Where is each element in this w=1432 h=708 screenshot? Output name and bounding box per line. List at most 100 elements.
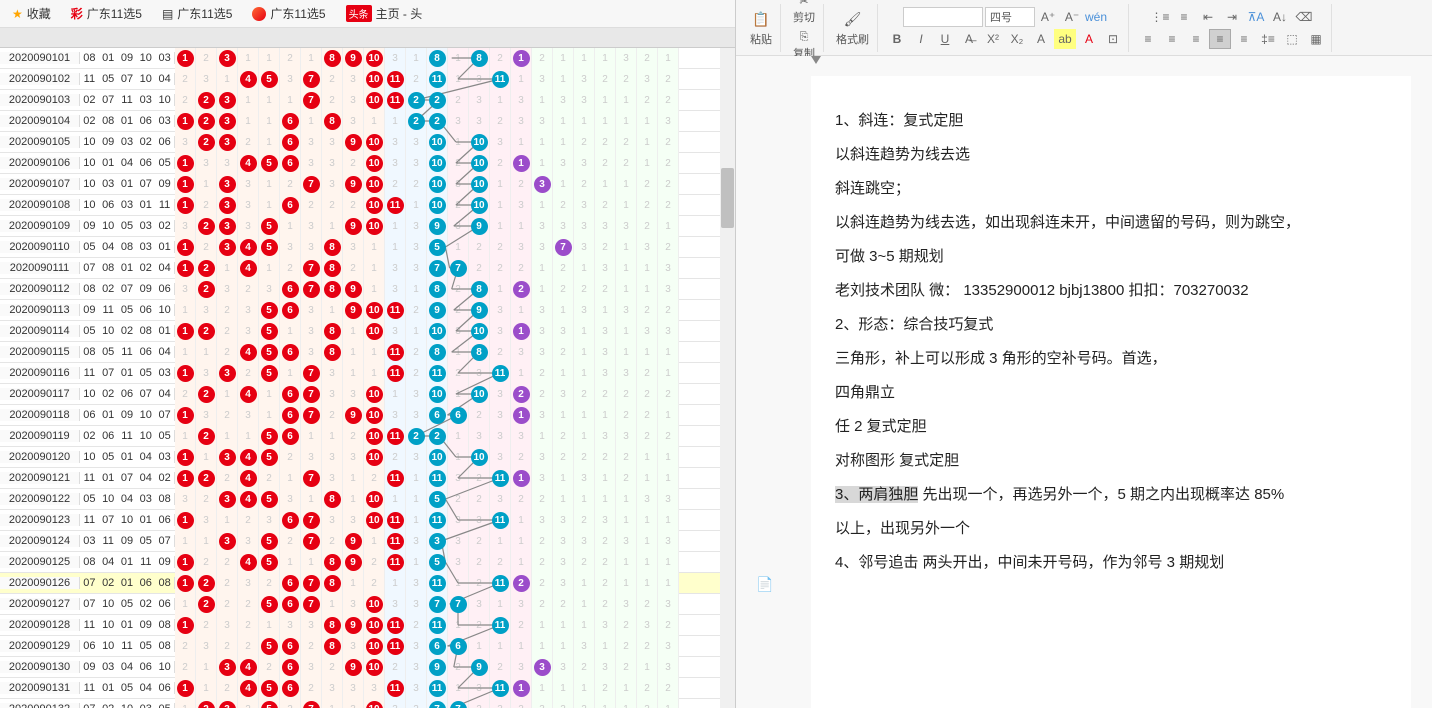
- text-direction-button[interactable]: ⊼A: [1245, 7, 1267, 27]
- trend-cell: 3: [490, 405, 511, 426]
- ruler-indent-marker[interactable]: [811, 56, 821, 68]
- trend-cell: 1: [511, 300, 532, 321]
- trend-cell: 2: [196, 111, 217, 132]
- period-cell: 2020090103: [0, 94, 80, 106]
- tab-favorites[interactable]: ★收藏: [6, 3, 57, 24]
- decrease-font-button[interactable]: A⁻: [1061, 7, 1083, 27]
- text-effect-button[interactable]: A: [1030, 29, 1052, 49]
- font-color-button[interactable]: A: [1078, 29, 1100, 49]
- trend-cell: 1: [406, 195, 427, 216]
- trend-cell: 3: [196, 300, 217, 321]
- italic-button[interactable]: I: [910, 29, 932, 49]
- doc-paragraph[interactable]: 对称图形 复式定胆: [835, 446, 1387, 476]
- trend-cell: 2: [406, 90, 427, 111]
- doc-paragraph[interactable]: 2、形态：综合技巧复式: [835, 310, 1387, 340]
- sort-button[interactable]: A↓: [1269, 7, 1291, 27]
- document-page[interactable]: 1、斜连：复式定胆以斜连趋势为线去选斜连跳空； 以斜连趋势为线去选，如出现斜连未开…: [811, 76, 1411, 708]
- doc-paragraph[interactable]: 任 2 复式定胆: [835, 412, 1387, 442]
- font-size-select[interactable]: 四号: [985, 7, 1035, 27]
- period-cell: 2020090110: [0, 241, 80, 253]
- trend-cell: 4: [238, 552, 259, 573]
- cut-button[interactable]: ✂剪切: [789, 0, 819, 27]
- tab-gd115-3[interactable]: 广东11选5: [246, 3, 331, 24]
- align-center-button[interactable]: ≡: [1161, 29, 1183, 49]
- trend-cell: 1: [637, 531, 658, 552]
- phonetic-button[interactable]: wén: [1085, 7, 1107, 27]
- trend-cell: 1: [637, 657, 658, 678]
- font-family-select[interactable]: [903, 7, 983, 27]
- trend-cells: 1124563811112818233213111: [175, 342, 735, 363]
- indent-inc-button[interactable]: ⇥: [1221, 7, 1243, 27]
- trend-cell: 1: [448, 573, 469, 594]
- trend-cell: 2: [637, 300, 658, 321]
- tab-home[interactable]: 头条主页 - 头: [340, 3, 429, 24]
- doc-paragraph[interactable]: 以斜连趋势为线去选: [835, 140, 1387, 170]
- trend-cell: 7: [301, 258, 322, 279]
- doc-paragraph[interactable]: 1、斜连：复式定胆: [835, 106, 1387, 136]
- trend-cell: 2: [196, 258, 217, 279]
- align-justify-button[interactable]: ≡: [1209, 29, 1231, 49]
- tab-gd115-1[interactable]: 彩广东11选5: [65, 3, 148, 24]
- trend-cell: 3: [511, 594, 532, 615]
- trend-cell: 1: [448, 48, 469, 69]
- bold-button[interactable]: B: [886, 29, 908, 49]
- draw-numbers: 0805110604: [80, 346, 175, 358]
- trend-cell: 3: [574, 300, 595, 321]
- trend-cell: 2: [637, 426, 658, 447]
- border-button[interactable]: ▦: [1305, 29, 1327, 49]
- trend-cell: 2: [574, 510, 595, 531]
- highlight-button[interactable]: ab: [1054, 29, 1076, 49]
- ribbon-toolbar: 📋粘贴 ✂剪切 ⎘复制 🖌格式刷 四号 A⁺ A⁻ wén B I: [736, 0, 1432, 56]
- shading-button[interactable]: ⬚: [1281, 29, 1303, 49]
- trend-cell: 2: [511, 384, 532, 405]
- subscript-button[interactable]: X₂: [1006, 29, 1028, 49]
- align-right-button[interactable]: ≡: [1185, 29, 1207, 49]
- bullets-button[interactable]: ⋮≡: [1149, 7, 1171, 27]
- doc-paragraph[interactable]: 三角形，补上可以形成 3 角形的空补号码。首选，: [835, 344, 1387, 374]
- doc-paragraph[interactable]: 3、两肩独胆 先出现一个，再选另外一个，5 期之内出现概率达 85%: [835, 480, 1387, 510]
- trend-cell: 11: [490, 363, 511, 384]
- trend-cell: 9: [343, 48, 364, 69]
- line-spacing-button[interactable]: ‡≡: [1257, 29, 1279, 49]
- doc-paragraph[interactable]: 4、邻号追击 两头开出，中间未开号码，作为邻号 3 期规划: [835, 548, 1387, 578]
- trend-cell: 2: [406, 363, 427, 384]
- superscript-button[interactable]: X²: [982, 29, 1004, 49]
- trend-cell: 3: [574, 237, 595, 258]
- doc-paragraph[interactable]: 斜连跳空；: [835, 174, 1387, 204]
- trend-cell: 7: [301, 594, 322, 615]
- strike-button[interactable]: A̶: [958, 29, 980, 49]
- align-distribute-button[interactable]: ≡: [1233, 29, 1255, 49]
- numbering-button[interactable]: ≡: [1173, 7, 1195, 27]
- indent-dec-button[interactable]: ⇤: [1197, 7, 1219, 27]
- trend-cell: 4: [238, 237, 259, 258]
- doc-paragraph[interactable]: 以斜连趋势为线去选，如出现斜连未开，中间遗留的号码，则为跳空，: [835, 208, 1387, 238]
- scroll-thumb[interactable]: [721, 168, 734, 228]
- doc-paragraph[interactable]: 可做 3~5 期规划: [835, 242, 1387, 272]
- trend-cell: 2: [238, 699, 259, 708]
- draw-numbers: 1005010403: [80, 451, 175, 463]
- doc-paragraph[interactable]: 老刘技术团队 微： 13352900012 bjbj13800 扣扣：70327…: [835, 276, 1387, 306]
- underline-button[interactable]: U: [934, 29, 956, 49]
- clear-format-button[interactable]: ⌫: [1293, 7, 1315, 27]
- trend-cell: 5: [259, 636, 280, 657]
- period-cell: 2020090125: [0, 556, 80, 568]
- doc-paragraph[interactable]: 以上，出现另外一个: [835, 514, 1387, 544]
- trend-cells: 323236789131828121222113: [175, 279, 735, 300]
- paste-button[interactable]: 📋粘贴: [746, 8, 776, 49]
- trend-cell: 1: [595, 300, 616, 321]
- align-left-button[interactable]: ≡: [1137, 29, 1159, 49]
- scrollbar[interactable]: [720, 48, 735, 708]
- doc-paragraph[interactable]: 四角鼎立: [835, 378, 1387, 408]
- trend-cell: 3: [238, 573, 259, 594]
- trend-cell: 2: [175, 90, 196, 111]
- format-painter-button[interactable]: 🖌格式刷: [832, 8, 873, 49]
- trend-cell: 5: [259, 237, 280, 258]
- trend-cell: 2: [238, 594, 259, 615]
- increase-font-button[interactable]: A⁺: [1037, 7, 1059, 27]
- trend-cell: 1: [406, 48, 427, 69]
- char-border-button[interactable]: ⊡: [1102, 29, 1124, 49]
- trend-cell: 2: [259, 657, 280, 678]
- trend-cell: 3: [322, 468, 343, 489]
- document-area[interactable]: 📄 1、斜连：复式定胆以斜连趋势为线去选斜连跳空；以斜连趋势为线去选，如出现斜连…: [736, 56, 1432, 708]
- tab-gd115-2[interactable]: ▤广东11选5: [156, 3, 238, 24]
